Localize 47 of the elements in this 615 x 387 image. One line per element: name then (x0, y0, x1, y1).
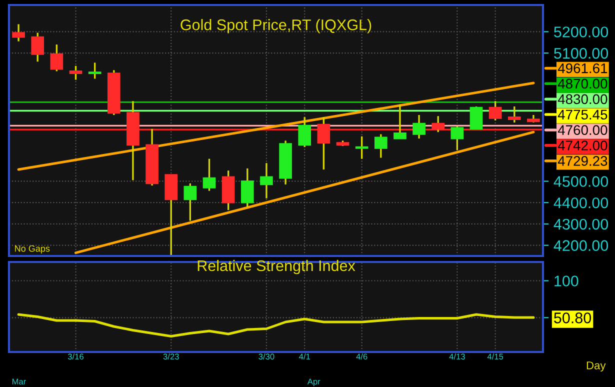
text: Day (586, 362, 606, 372)
x-tick-label: 4/6 (356, 353, 368, 360)
legend-label: 4870.00 (558, 78, 608, 89)
ref-line-label: 4760.00 (558, 125, 608, 135)
ref-line-label: 4830.00 (558, 94, 608, 104)
y-tick-label: 100 (554, 276, 578, 286)
candlestick (260, 162, 273, 200)
candlestick (298, 116, 312, 148)
y-tick-label: 4400.00 (554, 197, 608, 208)
candlestick (88, 62, 102, 80)
candlestick (50, 44, 64, 72)
y-tick-label: 4500.00 (554, 176, 608, 187)
text: Mar (12, 378, 26, 385)
y-tick-label: 4300.00 (554, 218, 608, 230)
candlestick (488, 100, 502, 122)
candlestick (470, 106, 483, 130)
line-series (17, 313, 535, 338)
x-tick-label: 4/13 (449, 353, 465, 360)
candlestick (355, 136, 368, 160)
annotation: No Gaps (15, 245, 50, 254)
y-tick-label: 5100.00 (554, 48, 608, 59)
candlestick (184, 182, 197, 222)
candlestick (450, 124, 464, 152)
y-tick-label: 50.80 (554, 312, 592, 324)
candlestick (508, 106, 521, 124)
x-tick-label: 4/15 (487, 353, 504, 360)
legend-label: 4742.00 (558, 140, 608, 150)
candlestick (31, 32, 44, 62)
y-tick-label: 4200.00 (554, 240, 608, 252)
x-tick-label: 4/1 (299, 353, 310, 360)
candlestick (412, 114, 426, 140)
text: Gold Spot Price,RT (IQXGL) (180, 19, 372, 34)
text: 4775.45 (558, 110, 608, 120)
candlestick (202, 158, 216, 192)
chart-title: Relative Strength Index (198, 260, 356, 274)
candlestick (69, 65, 82, 81)
text: Apr (307, 378, 320, 386)
candlestick (374, 133, 388, 159)
candlestick (394, 103, 406, 140)
legend-label: 4729.23 (558, 156, 608, 166)
x-tick-label: 3/30 (258, 353, 274, 360)
x-tick-label: 3/16 (68, 353, 84, 360)
x-tick-label: 3/23 (163, 353, 179, 360)
candlestick (12, 23, 25, 42)
y-tick-label: 5200.00 (554, 26, 608, 38)
candlestick (240, 168, 254, 208)
legend-label: 4961.61 (558, 63, 608, 74)
